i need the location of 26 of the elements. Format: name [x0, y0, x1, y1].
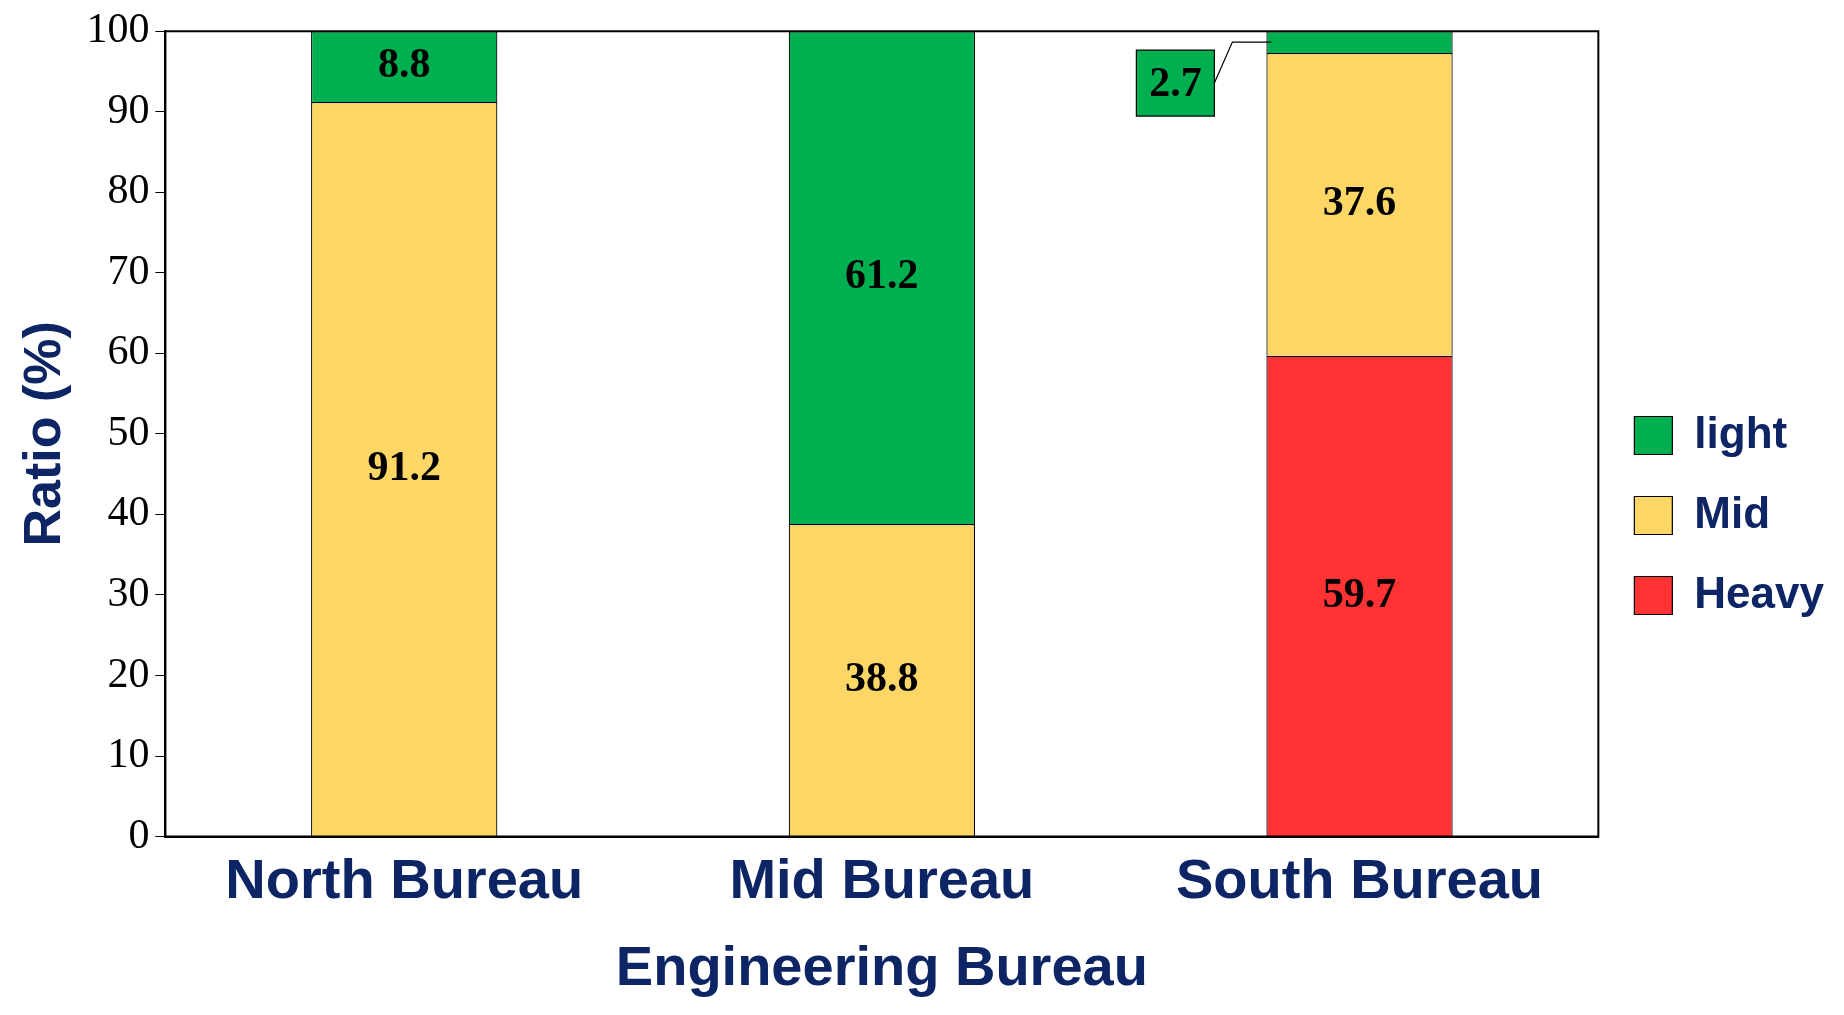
data-label: 59.7 — [1322, 569, 1397, 616]
y-tick-label: 80 — [107, 166, 150, 213]
x-tick-label: Mid Bureau — [729, 846, 1035, 910]
y-tick-label: 90 — [107, 85, 150, 132]
y-tick-label: 40 — [107, 488, 150, 535]
y-tick-label: 0 — [128, 810, 150, 857]
legend-label: Mid — [1694, 487, 1771, 537]
legend-label: Heavy — [1694, 567, 1825, 617]
x-axis-title: Engineering Bureau — [615, 933, 1148, 997]
y-tick-label: 10 — [107, 730, 150, 777]
x-tick-label: North Bureau — [225, 846, 584, 910]
y-axis-title: Ratio (%) — [12, 321, 71, 547]
y-tick-label: 30 — [107, 569, 150, 616]
data-label: 91.2 — [367, 442, 441, 489]
data-label: 61.2 — [845, 251, 919, 298]
y-tick-label: 20 — [107, 649, 150, 696]
data-label: 38.8 — [845, 653, 919, 700]
y-tick-label: 50 — [107, 407, 150, 454]
data-label: 2.7 — [1149, 58, 1202, 105]
legend-label: light — [1694, 407, 1788, 457]
x-tick-label: South Bureau — [1175, 846, 1544, 910]
data-label: 37.6 — [1322, 178, 1397, 225]
y-tick-label: 70 — [107, 246, 150, 293]
y-tick-label: 60 — [107, 327, 150, 374]
y-tick-label: 100 — [86, 5, 150, 52]
data-label: 8.8 — [377, 40, 431, 87]
